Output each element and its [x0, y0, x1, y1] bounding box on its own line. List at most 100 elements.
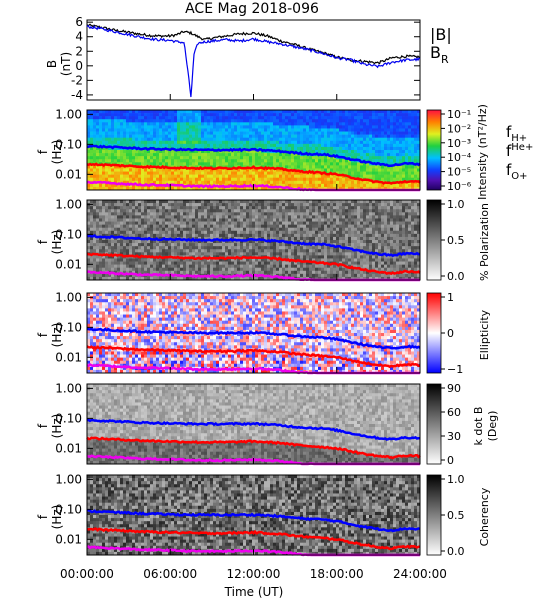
heatmap-cell	[117, 162, 121, 166]
heatmap-cell	[126, 227, 130, 232]
heatmap-cell	[267, 258, 271, 262]
heatmap-cell	[219, 240, 223, 244]
heatmap-cell	[375, 165, 379, 169]
heatmap-cell	[213, 249, 217, 253]
heatmap-cell	[138, 168, 142, 172]
heatmap-cell	[273, 113, 277, 117]
heatmap-cell	[267, 206, 271, 210]
heatmap-cell	[402, 125, 406, 129]
heatmap-cell	[255, 212, 259, 216]
heatmap-cell	[150, 128, 154, 132]
heatmap-cell	[225, 267, 229, 272]
heatmap-cell	[390, 183, 394, 188]
heatmap-cell	[249, 171, 253, 175]
heatmap-cell	[207, 209, 211, 213]
heatmap-cell	[171, 131, 175, 135]
heatmap-cell	[198, 143, 202, 148]
heatmap-cell	[186, 227, 190, 232]
heatmap-cell	[396, 153, 400, 157]
heatmap-cell	[102, 206, 106, 210]
heatmap-cell	[207, 134, 211, 138]
heatmap-cell	[414, 159, 418, 163]
heatmap-cell	[171, 171, 175, 175]
heatmap-cell	[123, 267, 127, 272]
heatmap-cell	[240, 258, 244, 262]
heatmap-cell	[336, 183, 340, 188]
heatmap-cell	[390, 174, 394, 178]
heatmap-cell	[414, 171, 418, 175]
heatmap-cell	[375, 171, 379, 175]
heatmap-cell	[207, 122, 211, 126]
heatmap-cell	[129, 203, 133, 207]
heatmap-cell	[318, 143, 322, 148]
heatmap-cell	[138, 246, 142, 250]
heatmap-cell	[177, 110, 181, 114]
heatmap-cell	[96, 125, 100, 129]
heatmap-cell	[264, 200, 268, 204]
heatmap-cell	[387, 146, 391, 151]
heatmap-cell	[243, 261, 247, 265]
heatmap-cell	[90, 276, 94, 281]
heatmap-cell	[282, 162, 286, 166]
heatmap-cell	[387, 137, 391, 142]
heatmap-cell	[243, 113, 247, 117]
heatmap-cell	[285, 116, 289, 120]
heatmap-cell	[183, 276, 187, 281]
heatmap-cell	[312, 276, 316, 281]
heatmap-cell	[192, 159, 196, 163]
heatmap-cell	[216, 128, 220, 132]
heatmap-cell	[321, 183, 325, 188]
heatmap-cell	[261, 230, 265, 235]
heatmap-cell	[399, 171, 403, 175]
heatmap-cell	[324, 150, 328, 154]
heatmap-cell	[123, 276, 127, 281]
heatmap-cell	[177, 113, 181, 117]
heatmap-cell	[228, 131, 232, 135]
heatmap-cell	[282, 177, 286, 182]
heatmap-cell	[165, 203, 169, 207]
heatmap-cell	[393, 131, 397, 135]
heatmap-cell	[105, 140, 109, 145]
heatmap-cell	[165, 267, 169, 272]
heatmap-cell	[105, 206, 109, 210]
heatmap-cell	[222, 215, 226, 219]
heatmap-cell	[150, 162, 154, 166]
heatmap-cell	[111, 156, 115, 160]
heatmap-cell	[240, 200, 244, 204]
heatmap-cell	[117, 255, 121, 259]
heatmap-cell	[171, 128, 175, 132]
heatmap-cell	[342, 137, 346, 142]
heatmap-cell	[273, 171, 277, 175]
heatmap-cell	[327, 143, 331, 148]
heatmap-cell	[150, 203, 154, 207]
heatmap-cell	[243, 174, 247, 178]
heatmap-cell	[153, 206, 157, 210]
heatmap-cell	[204, 203, 208, 207]
heatmap-cell	[195, 267, 199, 272]
heatmap-cell	[315, 218, 319, 222]
heatmap-cell	[315, 249, 319, 253]
heatmap-cell	[258, 159, 262, 163]
heatmap-cell	[156, 113, 160, 117]
heatmap-cell	[306, 224, 310, 228]
heatmap-cell	[189, 156, 193, 160]
heatmap-cell	[297, 246, 301, 250]
heatmap-cell	[387, 186, 391, 191]
heatmap-cell	[111, 276, 115, 281]
heatmap-cell	[198, 215, 202, 219]
heatmap-cell	[261, 119, 265, 123]
heatmap-cell	[273, 119, 277, 123]
heatmap-cell	[162, 116, 166, 120]
heatmap-cell	[381, 186, 385, 191]
heatmap-cell	[129, 177, 133, 182]
heatmap-cell	[324, 143, 328, 148]
heatmap-cell	[189, 119, 193, 123]
heatmap-cell	[300, 246, 304, 250]
heatmap-cell	[297, 261, 301, 265]
heatmap-cell	[258, 128, 262, 132]
heatmap-cell	[141, 162, 145, 166]
heatmap-cell	[294, 143, 298, 148]
heatmap-cell	[282, 221, 286, 225]
heatmap-cell	[96, 171, 100, 175]
heatmap-cell	[186, 110, 190, 114]
